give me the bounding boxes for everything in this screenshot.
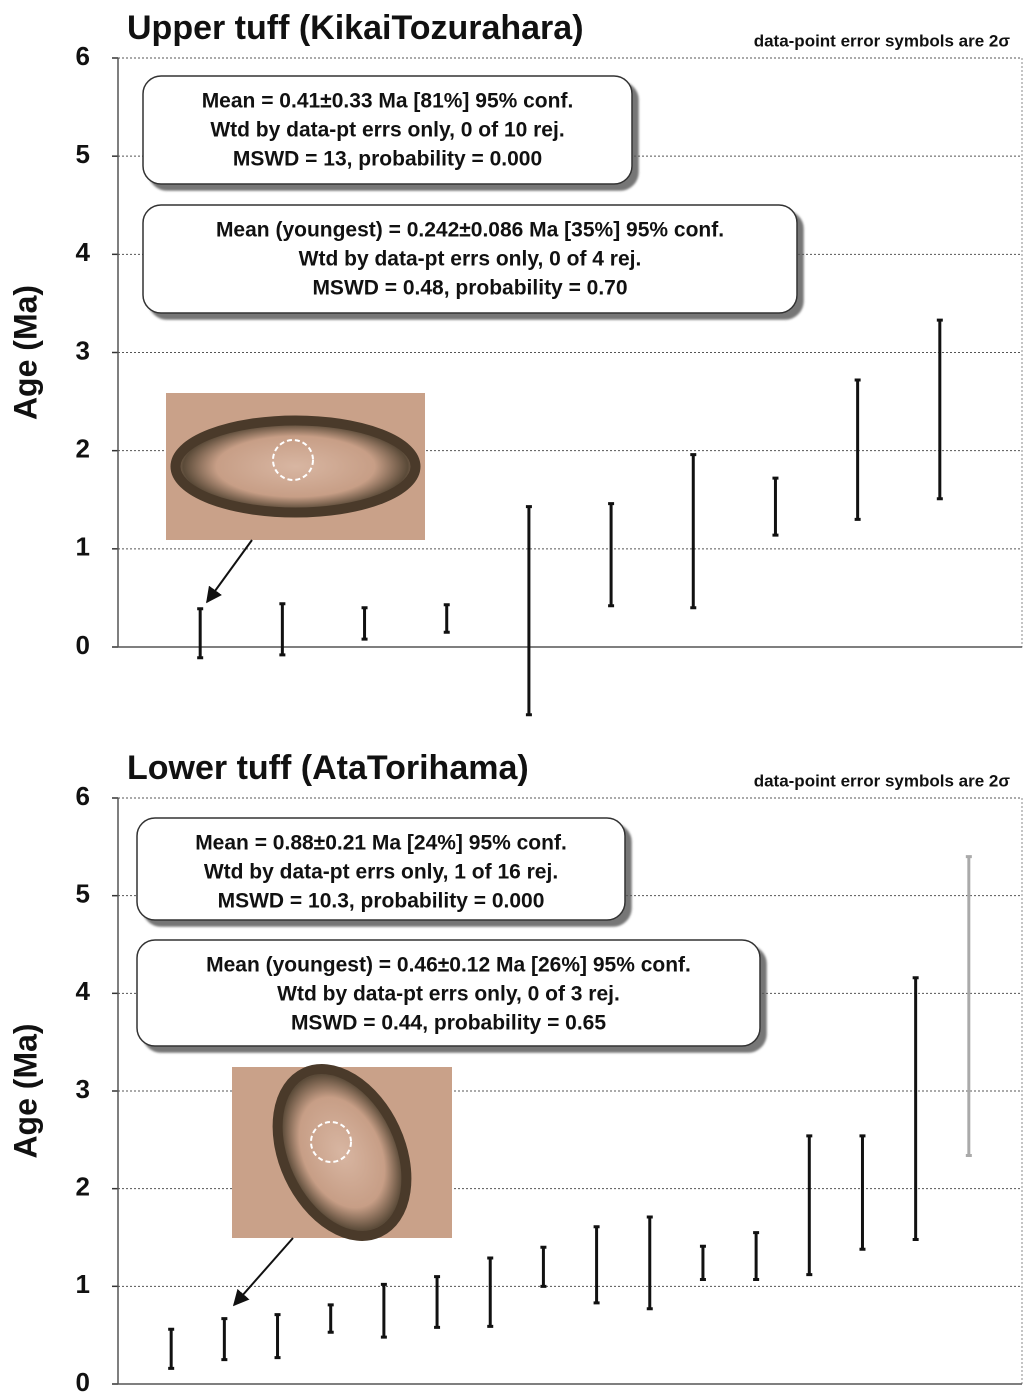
y-tick-label: 0 (76, 630, 90, 660)
error-bar (444, 605, 450, 632)
error-bar (434, 1277, 440, 1328)
error-bar (859, 1136, 865, 1249)
y-tick-label: 3 (76, 1074, 90, 1104)
error-bar (937, 320, 943, 499)
annotation-text: Wtd by data-pt errs only, 0 of 3 rej. (277, 983, 620, 1006)
y-tick-label: 2 (76, 1172, 90, 1202)
annotation-text: Wtd by data-pt errs only, 0 of 10 rej. (210, 119, 564, 142)
annotation-text: MSWD = 10.3, probability = 0.000 (218, 890, 545, 913)
error-bar (168, 1329, 174, 1368)
error-bar (806, 1136, 812, 1275)
annotation-text: Mean (youngest) = 0.242±0.086 Ma [35%] 9… (216, 219, 724, 242)
y-tick-label: 5 (76, 139, 90, 169)
chart-title: Upper tuff (KikaiTozurahara) (127, 9, 584, 47)
annotation-text: Mean = 0.41±0.33 Ma [81%] 95% conf. (202, 90, 574, 113)
error-bar (221, 1319, 227, 1360)
y-tick-label: 1 (76, 532, 90, 562)
annotation-text: Mean (youngest) = 0.46±0.12 Ma [26%] 95%… (206, 954, 691, 977)
error-bar (855, 380, 861, 519)
y-tick-label: 3 (76, 335, 90, 365)
annotation-text: Wtd by data-pt errs only, 1 of 16 rej. (204, 861, 558, 884)
error-bar (197, 609, 203, 658)
error-bar (647, 1217, 653, 1309)
error-bar (526, 507, 532, 715)
y-tick-label: 0 (76, 1367, 90, 1395)
y-axis-label: Age (Ma) (7, 285, 43, 420)
error-bar (966, 857, 972, 1156)
crystal (176, 421, 416, 513)
error-bar (540, 1247, 546, 1286)
note: data-point error symbols are 2σ (754, 31, 1011, 50)
annotation-text: MSWD = 13, probability = 0.000 (233, 148, 542, 171)
error-bar (753, 1233, 759, 1280)
error-bar (275, 1315, 281, 1358)
annotation-text: MSWD = 0.44, probability = 0.65 (291, 1012, 606, 1035)
error-bar (772, 478, 778, 535)
error-bar (608, 504, 614, 606)
arrow (234, 1238, 293, 1305)
y-axis-label: Age (Ma) (7, 1023, 43, 1158)
arrow (207, 540, 252, 602)
note: data-point error symbols are 2σ (754, 771, 1011, 790)
annotation-text: MSWD = 0.48, probability = 0.70 (312, 277, 627, 300)
y-tick-label: 5 (76, 879, 90, 909)
y-tick-label: 6 (76, 41, 90, 71)
chart-title: Lower tuff (AtaTorihama) (127, 749, 529, 787)
error-bar (362, 608, 368, 639)
error-bar (594, 1227, 600, 1303)
y-tick-label: 4 (76, 976, 91, 1006)
error-bar (381, 1284, 387, 1337)
y-tick-label: 6 (76, 781, 90, 811)
error-bar (690, 455, 696, 608)
error-bar (487, 1258, 493, 1326)
y-tick-label: 1 (76, 1269, 90, 1299)
annotation-text: Wtd by data-pt errs only, 0 of 4 rej. (299, 248, 642, 271)
annotation-text: Mean = 0.88±0.21 Ma [24%] 95% conf. (195, 832, 567, 855)
error-bar (328, 1305, 334, 1332)
error-bar (913, 978, 919, 1240)
y-tick-label: 2 (76, 434, 90, 464)
y-tick-label: 4 (76, 237, 91, 267)
figure: Upper tuff (KikaiTozurahara) data-point e… (0, 0, 1024, 1395)
error-bar (700, 1246, 706, 1279)
